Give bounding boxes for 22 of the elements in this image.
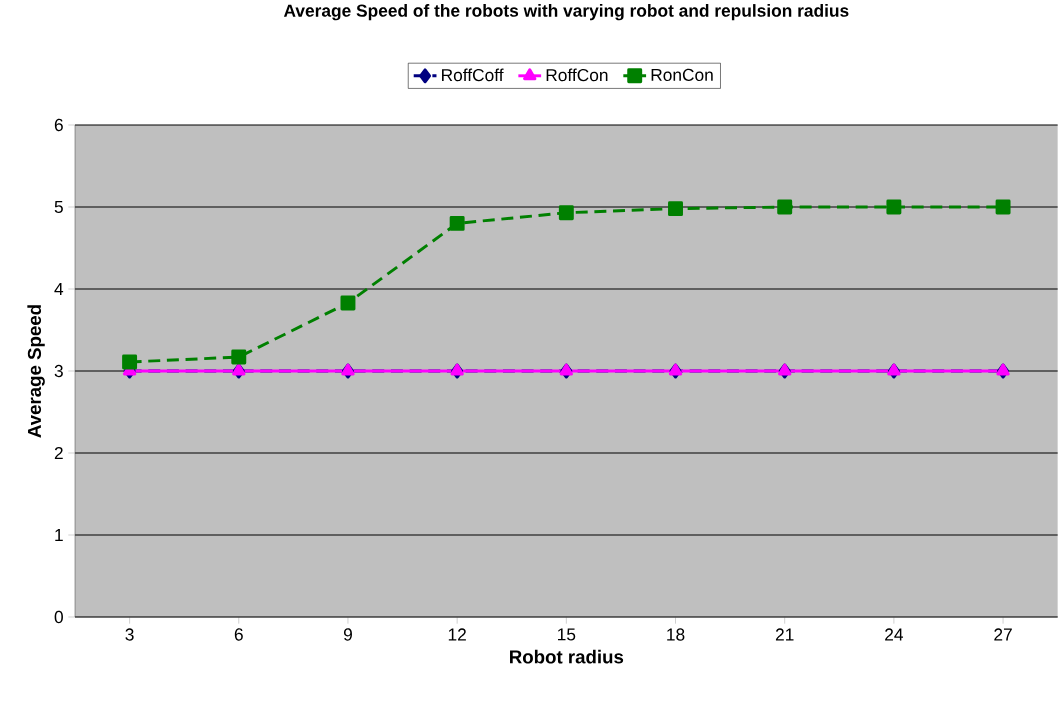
x-axis-title: Robot radius [510, 649, 624, 664]
x-tick-label: 9 [343, 628, 352, 641]
y-tick-label: 1 [55, 529, 63, 541]
y-tick-label: 3 [54, 364, 63, 378]
y-tick-label: 2 [54, 446, 63, 460]
y-tick-label: 0 [54, 610, 63, 624]
legend-label: RoffCon [546, 68, 608, 82]
x-tick-label: 15 [558, 628, 576, 641]
x-tick-label: 6 [234, 628, 243, 641]
chart-title: Average Speed of the robots with varying robot and repulsion radius [283, 4, 849, 21]
legend-label: RonCon [651, 68, 713, 82]
legend-label: RoffCoff [442, 68, 504, 82]
x-tick-label: 27 [994, 628, 1012, 641]
x-tick-label: 12 [448, 628, 466, 641]
y-tick-label: 5 [54, 200, 63, 214]
x-tick-label: 18 [667, 628, 685, 641]
y-tick-label: 4 [54, 283, 64, 295]
x-tick-label: 24 [885, 628, 904, 641]
x-tick-label: 3 [125, 628, 134, 641]
x-tick-label: 21 [775, 628, 794, 641]
y-tick-label: 6 [54, 118, 63, 132]
y-axis-title: Average Speed [27, 305, 45, 438]
